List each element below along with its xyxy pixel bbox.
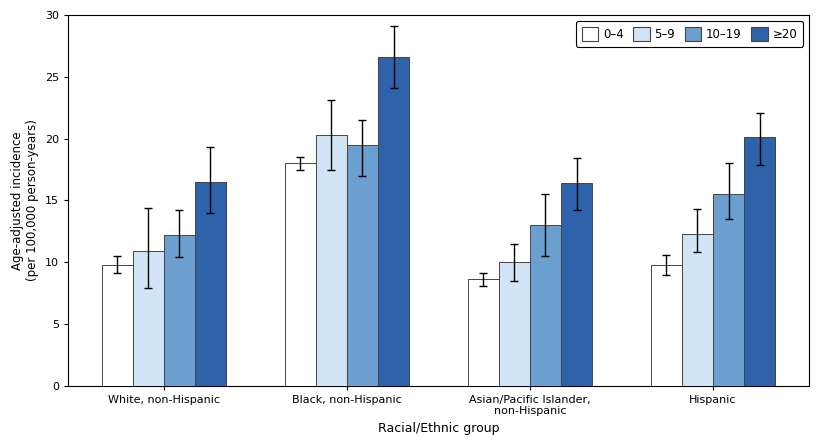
Bar bbox=[346, 145, 378, 386]
Bar bbox=[195, 182, 226, 386]
Bar bbox=[102, 264, 133, 386]
Bar bbox=[467, 280, 498, 386]
Legend: 0–4, 5–9, 10–19, ≥20: 0–4, 5–9, 10–19, ≥20 bbox=[575, 21, 802, 46]
Bar bbox=[560, 183, 591, 386]
Bar bbox=[529, 225, 560, 386]
X-axis label: Racial/Ethnic group: Racial/Ethnic group bbox=[377, 422, 499, 435]
Bar bbox=[712, 194, 743, 386]
Bar bbox=[650, 264, 681, 386]
Bar bbox=[378, 57, 409, 386]
Bar bbox=[315, 135, 346, 386]
Y-axis label: Age-adjusted incidence
(per 100,000 person-years): Age-adjusted incidence (per 100,000 pers… bbox=[11, 120, 39, 281]
Bar bbox=[681, 234, 712, 386]
Bar bbox=[284, 163, 315, 386]
Bar bbox=[498, 262, 529, 386]
Bar bbox=[743, 137, 774, 386]
Bar bbox=[133, 251, 164, 386]
Bar bbox=[164, 235, 195, 386]
